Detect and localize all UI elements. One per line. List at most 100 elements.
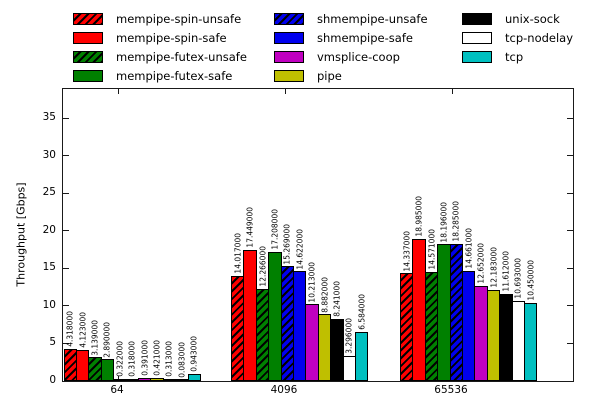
bar-mempipe-futex-safe-65536 bbox=[437, 244, 451, 381]
bar-mempipe-spin-unsafe-64 bbox=[63, 348, 77, 381]
legend-item-shmempipe-safe: shmempipe-safe bbox=[274, 28, 428, 47]
bar-value-label: 17.449000 bbox=[245, 207, 255, 249]
bar-value-label: 12.266000 bbox=[258, 246, 267, 287]
bar-value-label: 14.661000 bbox=[464, 228, 474, 269]
legend-column: shmempipe-unsafe shmempipe-safe vmsplice-c… bbox=[274, 9, 428, 85]
bar-pipe-64 bbox=[150, 377, 164, 381]
bar-mempipe-futex-safe-4096 bbox=[268, 251, 282, 381]
y-tick-label: 35 bbox=[42, 111, 56, 124]
bar-value-label: 8.241000 bbox=[332, 281, 342, 318]
bar-mempipe-spin-unsafe-65536 bbox=[400, 273, 414, 381]
bar-mempipe-spin-safe-64 bbox=[75, 350, 90, 381]
legend-item-mempipe-spin-unsafe: mempipe-spin-unsafe bbox=[73, 9, 247, 28]
y-tick-label: 5 bbox=[49, 336, 56, 349]
bar-value-label: 12.652000 bbox=[476, 243, 486, 285]
bar-mempipe-futex-unsafe-64 bbox=[88, 357, 102, 381]
legend-swatch-mempipe-spin-unsafe bbox=[73, 12, 103, 25]
legend-swatch-tcp bbox=[462, 50, 492, 63]
y-tick-mark bbox=[567, 342, 573, 344]
legend-label: mempipe-futex-unsafe bbox=[116, 49, 247, 64]
bar-value-label: 0.313000 bbox=[164, 340, 174, 377]
bar-value-label: 15.269000 bbox=[282, 223, 292, 265]
bar-shmempipe-safe-4096 bbox=[293, 271, 307, 381]
y-tick-mark bbox=[63, 305, 69, 307]
bar-tcp-nodelay-64 bbox=[175, 379, 189, 381]
bar-pipe-65536 bbox=[486, 289, 501, 381]
bar-mempipe-futex-unsafe-65536 bbox=[424, 271, 439, 381]
y-tick-mark bbox=[63, 155, 69, 157]
bar-value-label: 14.017000 bbox=[233, 233, 243, 274]
y-tick-label: 25 bbox=[42, 186, 56, 199]
bar-mempipe-futex-unsafe-4096 bbox=[255, 288, 270, 381]
bar-value-label: 6.584000 bbox=[357, 293, 367, 330]
legend-item-shmempipe-unsafe: shmempipe-unsafe bbox=[274, 9, 428, 28]
y-tick-label: 15 bbox=[42, 261, 56, 274]
legend-label: unix-sock bbox=[505, 11, 560, 26]
y-tick-mark bbox=[567, 230, 573, 232]
legend-label: shmempipe-unsafe bbox=[317, 11, 428, 26]
y-tick-mark bbox=[567, 117, 573, 119]
bar-vmsplice-coop-64 bbox=[137, 378, 152, 381]
legend-swatch-mempipe-futex-safe bbox=[73, 69, 103, 82]
bar-mempipe-futex-safe-64 bbox=[100, 359, 115, 381]
bar-value-label: 0.421000 bbox=[152, 340, 162, 376]
legend-label: tcp bbox=[505, 49, 524, 64]
legend-item-tcp: tcp bbox=[462, 47, 573, 66]
bar-value-label: 10.450000 bbox=[526, 260, 536, 301]
legend-label: vmsplice-coop bbox=[317, 49, 400, 64]
bar-value-label: 0.318000 bbox=[127, 340, 137, 377]
bar-vmsplice-coop-65536 bbox=[474, 286, 488, 381]
bar-tcp-64 bbox=[187, 373, 201, 381]
x-category-label-4096: 4096 bbox=[270, 384, 298, 396]
bar-value-label: 14.622000 bbox=[295, 228, 305, 270]
legend-label: mempipe-spin-safe bbox=[116, 30, 227, 45]
y-tick-mark bbox=[63, 192, 69, 194]
legend-swatch-vmsplice-coop bbox=[274, 50, 304, 63]
bar-value-label: 14.571000 bbox=[427, 229, 436, 270]
legend-item-mempipe-futex-unsafe: mempipe-futex-unsafe bbox=[73, 47, 247, 66]
legend-item-tcp-nodelay: tcp-nodelay bbox=[462, 28, 573, 47]
legend-item-vmsplice-coop: vmsplice-coop bbox=[274, 47, 428, 66]
y-tick-mark bbox=[63, 380, 69, 382]
legend-column: mempipe-spin-unsafe mempipe-spin-safe memp… bbox=[73, 9, 247, 85]
y-tick-label: 30 bbox=[42, 148, 56, 161]
bar-mempipe-spin-safe-4096 bbox=[243, 250, 257, 381]
y-tick-mark bbox=[63, 267, 69, 269]
bar-shmempipe-safe-65536 bbox=[462, 270, 476, 381]
legend-swatch-mempipe-futex-unsafe bbox=[73, 50, 103, 63]
bar-value-label: 3.296000 bbox=[344, 318, 354, 355]
bar-value-label: 4.123000 bbox=[78, 312, 88, 349]
bar-value-label: 0.322000 bbox=[115, 340, 125, 377]
legend-label: mempipe-futex-safe bbox=[116, 68, 233, 83]
legend-column: unix-sock tcp-nodelay tcp bbox=[462, 9, 573, 66]
y-tick-label: 0 bbox=[49, 374, 56, 386]
bar-value-label: 10.693000 bbox=[513, 258, 523, 299]
bar-value-label: 10.213000 bbox=[307, 261, 317, 303]
bar-value-label: 0.943000 bbox=[189, 336, 199, 372]
y-tick-mark bbox=[63, 342, 69, 344]
bar-value-label: 4.318000 bbox=[65, 310, 75, 347]
bar-value-label: 18.285000 bbox=[451, 201, 461, 242]
x-category-label-64: 64 bbox=[110, 384, 124, 396]
bar-unix-sock-4096 bbox=[330, 319, 344, 381]
legend-label: mempipe-spin-unsafe bbox=[116, 11, 242, 26]
bar-value-label: 18.196000 bbox=[439, 201, 449, 243]
legend-label: pipe bbox=[317, 68, 342, 83]
x-tick-mark bbox=[452, 89, 453, 94]
legend-item-mempipe-spin-safe: mempipe-spin-safe bbox=[73, 28, 247, 47]
x-tick-mark bbox=[285, 89, 286, 94]
x-tick-mark bbox=[118, 376, 119, 381]
bar-value-label: 2.890000 bbox=[102, 321, 112, 358]
legend-item-pipe: pipe bbox=[274, 66, 428, 85]
legend-swatch-pipe bbox=[274, 69, 304, 82]
bar-cluster-64: 4.318000 4.123000 3.139000 2.890000 0.322000… bbox=[63, 89, 202, 381]
legend-label: shmempipe-safe bbox=[317, 30, 413, 45]
bar-shmempipe-unsafe-4096 bbox=[280, 266, 294, 381]
bar-value-label: 3.139000 bbox=[90, 319, 100, 356]
bar-shmempipe-unsafe-65536 bbox=[449, 243, 463, 381]
y-tick-mark bbox=[567, 380, 573, 382]
bar-value-label: 11.612000 bbox=[501, 251, 511, 292]
bar-cluster-4096: 14.017000 17.449000 12.266000 17.208000 15.2… bbox=[231, 89, 369, 381]
bar-value-label: 14.337000 bbox=[402, 230, 412, 272]
